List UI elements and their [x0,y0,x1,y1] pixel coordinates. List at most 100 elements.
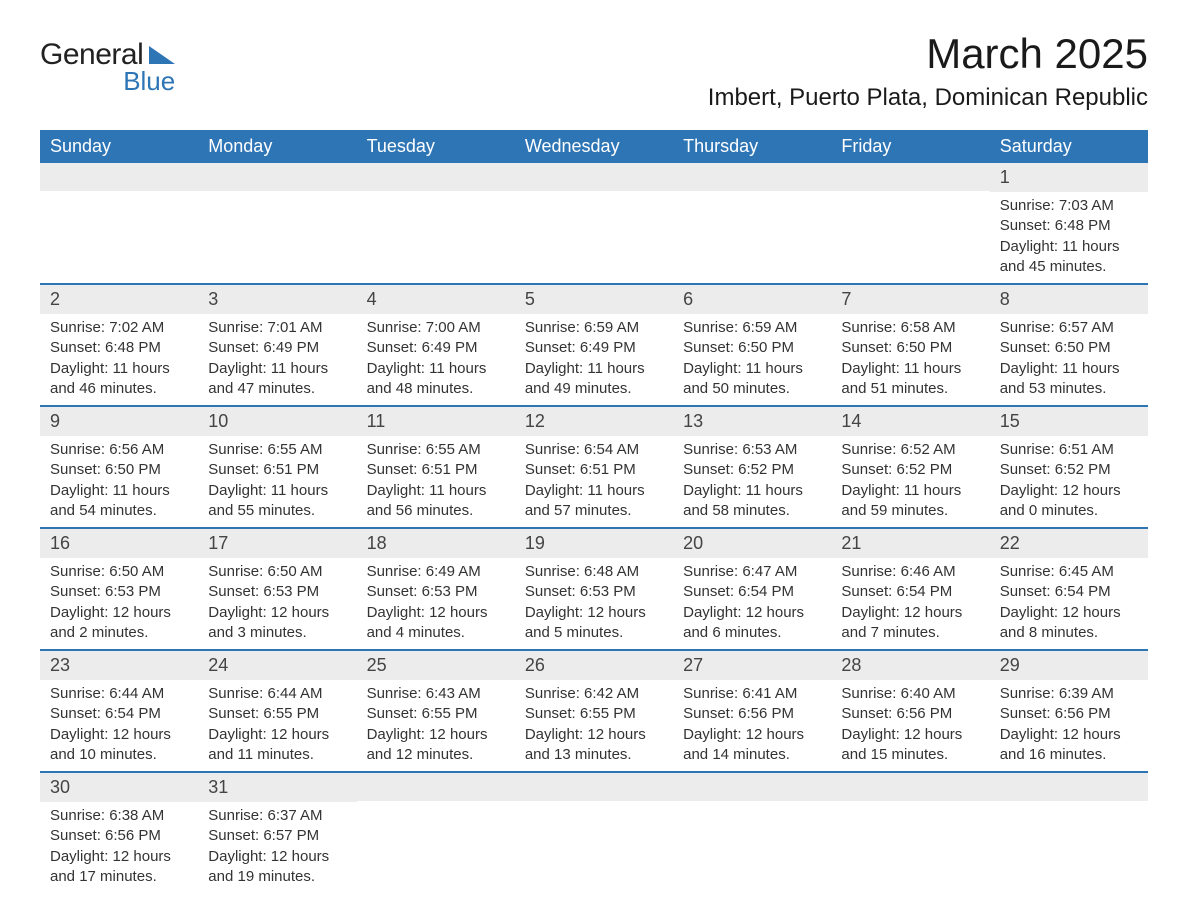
day-number: 9 [40,407,198,436]
calendar-day-cell [515,163,673,284]
day-number [515,163,673,191]
sunset-text: Sunset: 6:53 PM [208,582,346,602]
daylight-text-1: Daylight: 11 hours [208,481,346,501]
day-details [673,191,831,271]
day-details: Sunrise: 6:54 AMSunset: 6:51 PMDaylight:… [515,436,673,527]
daylight-text-1: Daylight: 12 hours [50,603,188,623]
day-details: Sunrise: 7:01 AMSunset: 6:49 PMDaylight:… [198,314,356,405]
daylight-text-1: Daylight: 11 hours [841,481,979,501]
location-subtitle: Imbert, Puerto Plata, Dominican Republic [708,84,1148,112]
daylight-text-2: and 6 minutes. [683,623,821,643]
day-details: Sunrise: 6:45 AMSunset: 6:54 PMDaylight:… [990,558,1148,649]
day-details [357,191,515,271]
day-number: 27 [673,651,831,680]
day-number [40,163,198,191]
day-number [990,773,1148,801]
daylight-text-2: and 15 minutes. [841,745,979,765]
day-number: 12 [515,407,673,436]
day-number: 7 [831,285,989,314]
sunset-text: Sunset: 6:50 PM [841,338,979,358]
day-details: Sunrise: 7:00 AMSunset: 6:49 PMDaylight:… [357,314,515,405]
daylight-text-2: and 57 minutes. [525,501,663,521]
calendar-day-cell: 2Sunrise: 7:02 AMSunset: 6:48 PMDaylight… [40,284,198,406]
day-details: Sunrise: 6:46 AMSunset: 6:54 PMDaylight:… [831,558,989,649]
calendar-week-row: 9Sunrise: 6:56 AMSunset: 6:50 PMDaylight… [40,406,1148,528]
calendar-body: 1Sunrise: 7:03 AMSunset: 6:48 PMDaylight… [40,163,1148,893]
daylight-text-2: and 56 minutes. [367,501,505,521]
day-details: Sunrise: 6:37 AMSunset: 6:57 PMDaylight:… [198,802,356,893]
calendar-day-cell: 29Sunrise: 6:39 AMSunset: 6:56 PMDayligh… [990,650,1148,772]
calendar-day-cell: 23Sunrise: 6:44 AMSunset: 6:54 PMDayligh… [40,650,198,772]
daylight-text-2: and 16 minutes. [1000,745,1138,765]
logo-text-blue: Blue [118,66,175,97]
daylight-text-2: and 48 minutes. [367,379,505,399]
daylight-text-1: Daylight: 11 hours [367,359,505,379]
calendar-day-cell: 22Sunrise: 6:45 AMSunset: 6:54 PMDayligh… [990,528,1148,650]
calendar-day-cell: 19Sunrise: 6:48 AMSunset: 6:53 PMDayligh… [515,528,673,650]
day-number: 19 [515,529,673,558]
day-number: 23 [40,651,198,680]
day-number [515,773,673,801]
day-details: Sunrise: 6:59 AMSunset: 6:49 PMDaylight:… [515,314,673,405]
daylight-text-1: Daylight: 12 hours [841,603,979,623]
daylight-text-2: and 45 minutes. [1000,257,1138,277]
sunset-text: Sunset: 6:52 PM [1000,460,1138,480]
daylight-text-2: and 55 minutes. [208,501,346,521]
daylight-text-1: Daylight: 12 hours [525,725,663,745]
day-number [357,163,515,191]
daylight-text-2: and 51 minutes. [841,379,979,399]
day-details: Sunrise: 6:55 AMSunset: 6:51 PMDaylight:… [357,436,515,527]
day-details: Sunrise: 6:47 AMSunset: 6:54 PMDaylight:… [673,558,831,649]
day-number: 28 [831,651,989,680]
calendar-day-cell [831,772,989,893]
daylight-text-1: Daylight: 11 hours [367,481,505,501]
weekday-header: Friday [831,130,989,163]
day-number: 6 [673,285,831,314]
day-number: 11 [357,407,515,436]
day-details: Sunrise: 6:48 AMSunset: 6:53 PMDaylight:… [515,558,673,649]
sunset-text: Sunset: 6:51 PM [525,460,663,480]
calendar-week-row: 30Sunrise: 6:38 AMSunset: 6:56 PMDayligh… [40,772,1148,893]
calendar-day-cell: 24Sunrise: 6:44 AMSunset: 6:55 PMDayligh… [198,650,356,772]
daylight-text-2: and 19 minutes. [208,867,346,887]
weekday-header: Wednesday [515,130,673,163]
calendar-day-cell: 30Sunrise: 6:38 AMSunset: 6:56 PMDayligh… [40,772,198,893]
calendar-day-cell [990,772,1148,893]
day-number: 22 [990,529,1148,558]
sunrise-text: Sunrise: 7:02 AM [50,318,188,338]
day-details: Sunrise: 6:56 AMSunset: 6:50 PMDaylight:… [40,436,198,527]
calendar-day-cell: 13Sunrise: 6:53 AMSunset: 6:52 PMDayligh… [673,406,831,528]
calendar-header-row: SundayMondayTuesdayWednesdayThursdayFrid… [40,130,1148,163]
calendar-day-cell [198,163,356,284]
calendar-day-cell: 7Sunrise: 6:58 AMSunset: 6:50 PMDaylight… [831,284,989,406]
sunset-text: Sunset: 6:53 PM [50,582,188,602]
daylight-text-2: and 53 minutes. [1000,379,1138,399]
daylight-text-1: Daylight: 11 hours [525,359,663,379]
sunrise-text: Sunrise: 6:37 AM [208,806,346,826]
sunrise-text: Sunrise: 6:43 AM [367,684,505,704]
daylight-text-2: and 50 minutes. [683,379,821,399]
daylight-text-1: Daylight: 11 hours [1000,237,1138,257]
calendar-week-row: 1Sunrise: 7:03 AMSunset: 6:48 PMDaylight… [40,163,1148,284]
day-number [673,163,831,191]
daylight-text-2: and 12 minutes. [367,745,505,765]
day-number: 2 [40,285,198,314]
sunset-text: Sunset: 6:56 PM [683,704,821,724]
sunset-text: Sunset: 6:56 PM [841,704,979,724]
sunrise-text: Sunrise: 6:52 AM [841,440,979,460]
calendar-day-cell: 11Sunrise: 6:55 AMSunset: 6:51 PMDayligh… [357,406,515,528]
calendar-day-cell: 16Sunrise: 6:50 AMSunset: 6:53 PMDayligh… [40,528,198,650]
sunrise-text: Sunrise: 6:50 AM [208,562,346,582]
sunset-text: Sunset: 6:57 PM [208,826,346,846]
day-details: Sunrise: 6:58 AMSunset: 6:50 PMDaylight:… [831,314,989,405]
sunset-text: Sunset: 6:51 PM [208,460,346,480]
daylight-text-1: Daylight: 12 hours [208,603,346,623]
daylight-text-2: and 13 minutes. [525,745,663,765]
sunset-text: Sunset: 6:56 PM [50,826,188,846]
day-number: 31 [198,773,356,802]
sunset-text: Sunset: 6:56 PM [1000,704,1138,724]
daylight-text-2: and 58 minutes. [683,501,821,521]
daylight-text-1: Daylight: 12 hours [1000,603,1138,623]
sunset-text: Sunset: 6:50 PM [50,460,188,480]
calendar-day-cell [357,772,515,893]
